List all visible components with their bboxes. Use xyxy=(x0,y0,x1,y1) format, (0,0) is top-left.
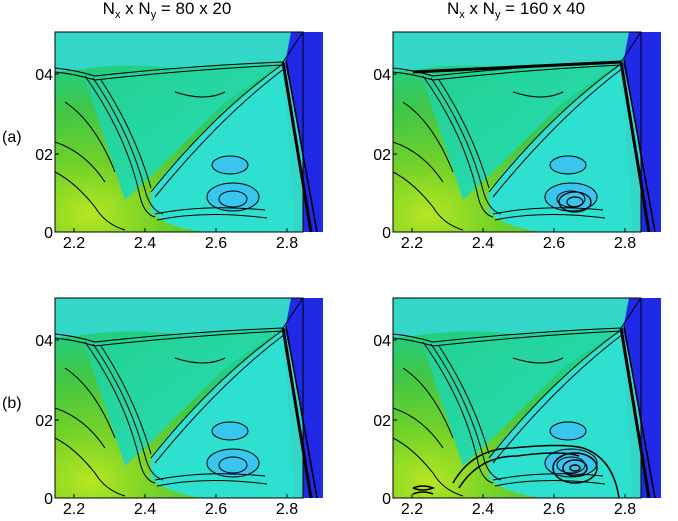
y-tick-label-b-left: 0 xyxy=(44,491,53,508)
panel-b-80x20 xyxy=(53,296,325,500)
x-tick-label-b-right: 2.8 xyxy=(614,501,636,518)
y-tick-label-b-right: 0 xyxy=(382,491,391,508)
x-tick-label-b-right: 2.2 xyxy=(401,501,423,518)
x-tick-label-b-left: 2.8 xyxy=(276,501,298,518)
x-tick-label-a-right: 2.4 xyxy=(472,235,494,252)
x-tick-label-a-right: 2.8 xyxy=(614,235,636,252)
y-tick-label-a-right: 04 xyxy=(373,67,391,84)
x-tick-label-a-right: 2.2 xyxy=(401,235,423,252)
x-tick-label-b-right: 2.4 xyxy=(472,501,494,518)
row-label-b: (b) xyxy=(2,395,22,412)
x-tick-label-b-left: 2.2 xyxy=(63,501,85,518)
y-tick-label-b-right: 02 xyxy=(373,413,391,430)
y-tick-label-b-left: 04 xyxy=(35,333,53,350)
y-tick-label-b-right: 04 xyxy=(373,333,391,350)
y-tick-label-a-left: 02 xyxy=(35,147,53,164)
y-tick-label-a-right: 0 xyxy=(382,225,391,242)
y-tick-label-a-left: 0 xyxy=(44,225,53,242)
column-title-left: Nx x Ny = 80 x 20 xyxy=(103,0,232,21)
panel-a-160x40 xyxy=(391,30,663,234)
x-tick-label-b-right: 2.6 xyxy=(543,501,565,518)
x-tick-label-a-left: 2.6 xyxy=(205,235,227,252)
y-tick-label-a-right: 02 xyxy=(373,147,391,164)
panel-a-80x20 xyxy=(53,30,325,234)
x-tick-label-a-right: 2.6 xyxy=(543,235,565,252)
x-tick-label-b-left: 2.6 xyxy=(205,501,227,518)
x-tick-label-a-left: 2.4 xyxy=(134,235,156,252)
row-label-a: (a) xyxy=(2,129,22,146)
panel-b-160x40 xyxy=(391,296,663,500)
x-tick-label-b-left: 2.4 xyxy=(134,501,156,518)
x-tick-label-a-left: 2.2 xyxy=(63,235,85,252)
y-tick-label-b-left: 02 xyxy=(35,413,53,430)
y-tick-label-a-left: 04 xyxy=(35,67,53,84)
column-title-right: Nx x Ny = 160 x 40 xyxy=(447,0,585,21)
x-tick-label-a-left: 2.8 xyxy=(276,235,298,252)
